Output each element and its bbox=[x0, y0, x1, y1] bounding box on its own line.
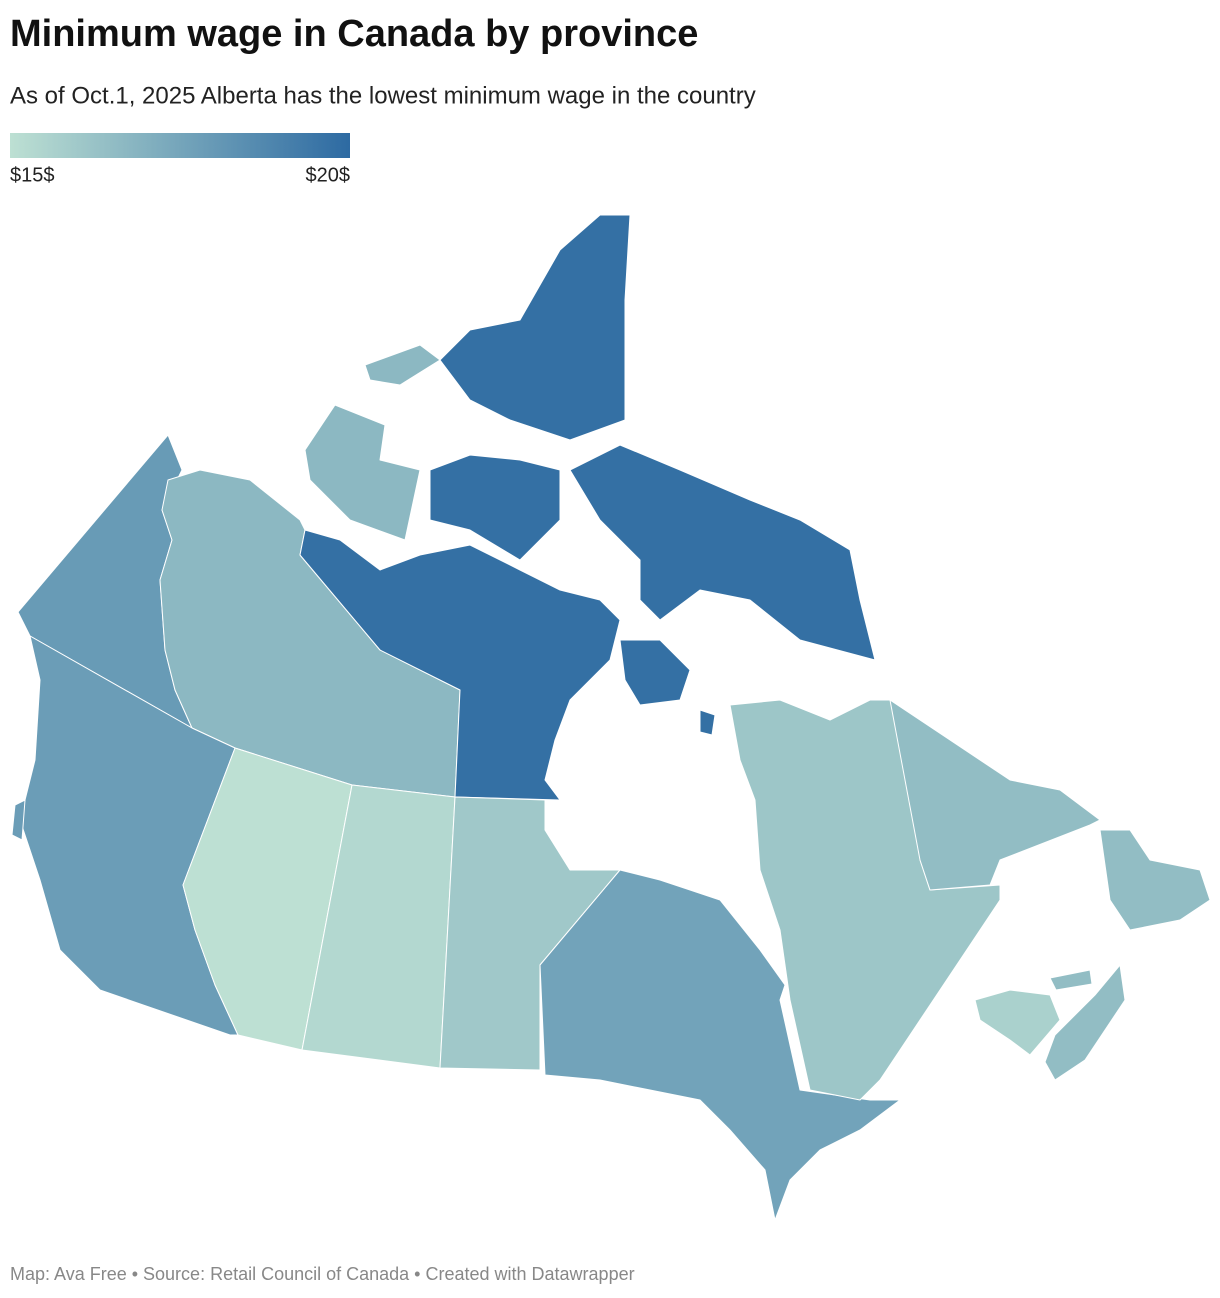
legend-tick-label: $20$ bbox=[306, 164, 351, 186]
region bbox=[974, 989, 1061, 1056]
legend-tick-label: $15$ bbox=[10, 164, 55, 186]
region bbox=[1099, 829, 1211, 931]
regions bbox=[11, 214, 1211, 1221]
legend-bar bbox=[10, 133, 350, 158]
region bbox=[1044, 964, 1126, 1081]
chart-subtitle: As of Oct.1, 2025 Alberta has the lowest… bbox=[10, 82, 756, 109]
chart-title: Minimum wage in Canada by province bbox=[10, 13, 698, 55]
region bbox=[569, 444, 876, 661]
region bbox=[889, 699, 1101, 891]
region bbox=[619, 639, 691, 706]
region bbox=[304, 404, 421, 541]
region bbox=[364, 344, 441, 386]
source-note: Map: Ava Free • Source: Retail Council o… bbox=[10, 1264, 635, 1284]
region bbox=[1049, 969, 1093, 991]
region bbox=[439, 214, 631, 441]
region bbox=[11, 799, 26, 841]
legend: $15$ $20$ bbox=[10, 133, 350, 186]
region bbox=[539, 869, 901, 1221]
region bbox=[429, 454, 561, 561]
region bbox=[699, 709, 716, 736]
